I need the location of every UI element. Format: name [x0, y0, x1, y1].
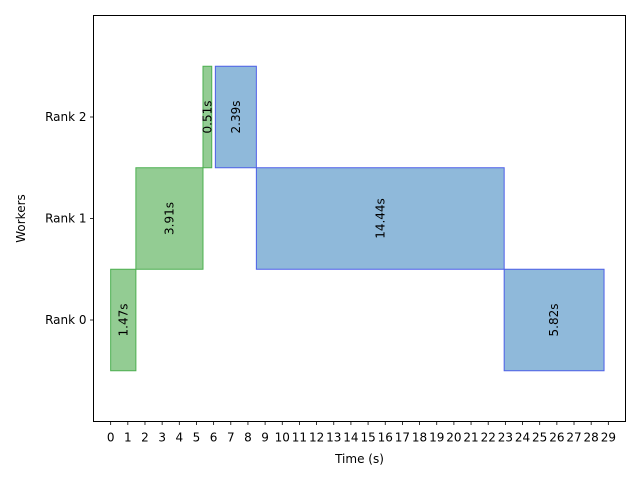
y-tick-label: Rank 0 — [45, 313, 86, 327]
x-tick-label: 4 — [175, 431, 183, 445]
x-tick-label: 1 — [124, 431, 132, 445]
x-tick-label: 10 — [275, 431, 290, 445]
y-tick-label: Rank 2 — [45, 110, 86, 124]
x-tick-label: 21 — [463, 431, 478, 445]
x-tick-label: 11 — [292, 431, 307, 445]
x-tick-label: 23 — [498, 431, 513, 445]
x-tick-label: 3 — [158, 431, 166, 445]
bar-duration-label: 5.82s — [547, 304, 561, 337]
bar-duration-label: 2.39s — [229, 101, 243, 134]
x-axis-ticks: 0 1 2 3 4 5 6 7 8 9 10 11 12 13 14 15 16 17 18 19 20 21 22 23 24… — [107, 421, 616, 445]
y-axis-ticks: Rank 0 Rank 1 Rank 2 — [45, 110, 94, 327]
bar-rank-0-0 — [110, 268, 137, 372]
bar-rank-0-5 — [503, 268, 605, 372]
x-tick-label: 17 — [395, 431, 410, 445]
x-tick-label: 18 — [412, 431, 427, 445]
bar-duration-label: 1.47s — [116, 304, 130, 337]
x-tick-label: 19 — [429, 431, 444, 445]
bars-layer — [110, 65, 605, 372]
x-tick-label: 7 — [227, 431, 235, 445]
x-tick-label: 0 — [107, 431, 115, 445]
bar-duration-label: 0.51s — [200, 101, 214, 134]
y-tick-label: Rank 1 — [45, 212, 86, 226]
x-tick-label: 6 — [210, 431, 218, 445]
x-axis-label: Time (s) — [334, 452, 384, 466]
bar-rank-2-2 — [202, 65, 213, 169]
x-tick-label: 12 — [309, 431, 324, 445]
x-tick-label: 15 — [360, 431, 375, 445]
x-tick-label: 9 — [261, 431, 269, 445]
x-tick-label: 8 — [244, 431, 252, 445]
x-tick-label: 26 — [549, 431, 564, 445]
x-tick-label: 22 — [481, 431, 496, 445]
bar-labels-layer: 1.47s 3.91s 0.51s 2.39s 14.44s 5.82s — [116, 101, 561, 337]
x-tick-label: 29 — [601, 431, 616, 445]
bar-rank-2-3 — [214, 65, 257, 169]
y-axis-label: Workers — [14, 194, 28, 243]
x-tick-label: 2 — [141, 431, 149, 445]
x-tick-label: 16 — [378, 431, 393, 445]
x-tick-label: 28 — [584, 431, 599, 445]
bar-rank-1-1 — [135, 167, 204, 270]
x-tick-label: 5 — [193, 431, 201, 445]
bar-duration-label: 14.44s — [373, 198, 387, 239]
bar-duration-label: 3.91s — [162, 202, 176, 235]
bar-rank-1-4 — [255, 167, 505, 270]
x-tick-label: 14 — [343, 431, 358, 445]
x-tick-label: 13 — [326, 431, 341, 445]
x-tick-label: 20 — [446, 431, 461, 445]
x-tick-label: 24 — [515, 431, 530, 445]
x-tick-label: 27 — [566, 431, 581, 445]
x-tick-label: 25 — [532, 431, 547, 445]
